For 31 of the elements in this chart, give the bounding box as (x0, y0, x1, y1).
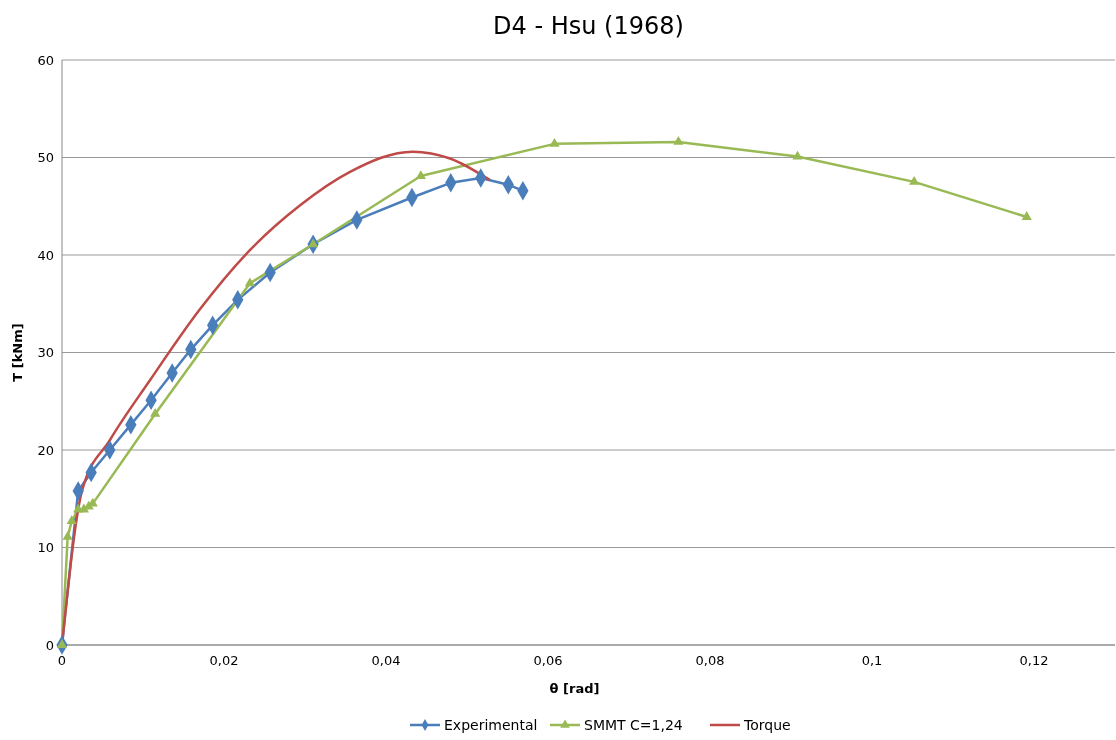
y-tick-label: 20 (37, 442, 54, 458)
legend-label: Experimental (444, 717, 538, 733)
point (150, 408, 161, 417)
point (909, 175, 920, 185)
point (62, 530, 73, 540)
y-tick-label: 30 (37, 345, 54, 361)
point (1021, 211, 1032, 220)
x-tick-label: 0,02 (209, 653, 239, 668)
x-tick-label: 0 (57, 653, 67, 668)
point (66, 515, 77, 525)
legend-label: SMMT C=1,24 (584, 717, 683, 733)
point (415, 170, 426, 179)
y-tick-label: 60 (37, 52, 54, 68)
x-tick-label: 0,06 (533, 653, 563, 668)
point (56, 639, 68, 648)
x-tick-label: 0,08 (695, 653, 725, 668)
point (792, 150, 803, 160)
y-tick-label: 40 (37, 247, 54, 263)
x-axis-title: θ [rad] (549, 681, 600, 696)
chart-title: D4 - Hsu (1968) (493, 12, 684, 40)
point (549, 137, 560, 147)
point (673, 136, 684, 145)
y-axis-title: T [kNm] (10, 323, 25, 382)
y-tick-label: 50 (37, 150, 54, 166)
y-tick-label: 0 (45, 637, 54, 653)
x-tick-label: 0,12 (1019, 653, 1049, 668)
x-tick-label: 0,1 (861, 653, 883, 668)
y-tick-label: 10 (37, 540, 54, 556)
point (244, 277, 256, 287)
x-tick-label: 0,04 (371, 653, 401, 668)
legend-label: Torque (743, 717, 791, 733)
